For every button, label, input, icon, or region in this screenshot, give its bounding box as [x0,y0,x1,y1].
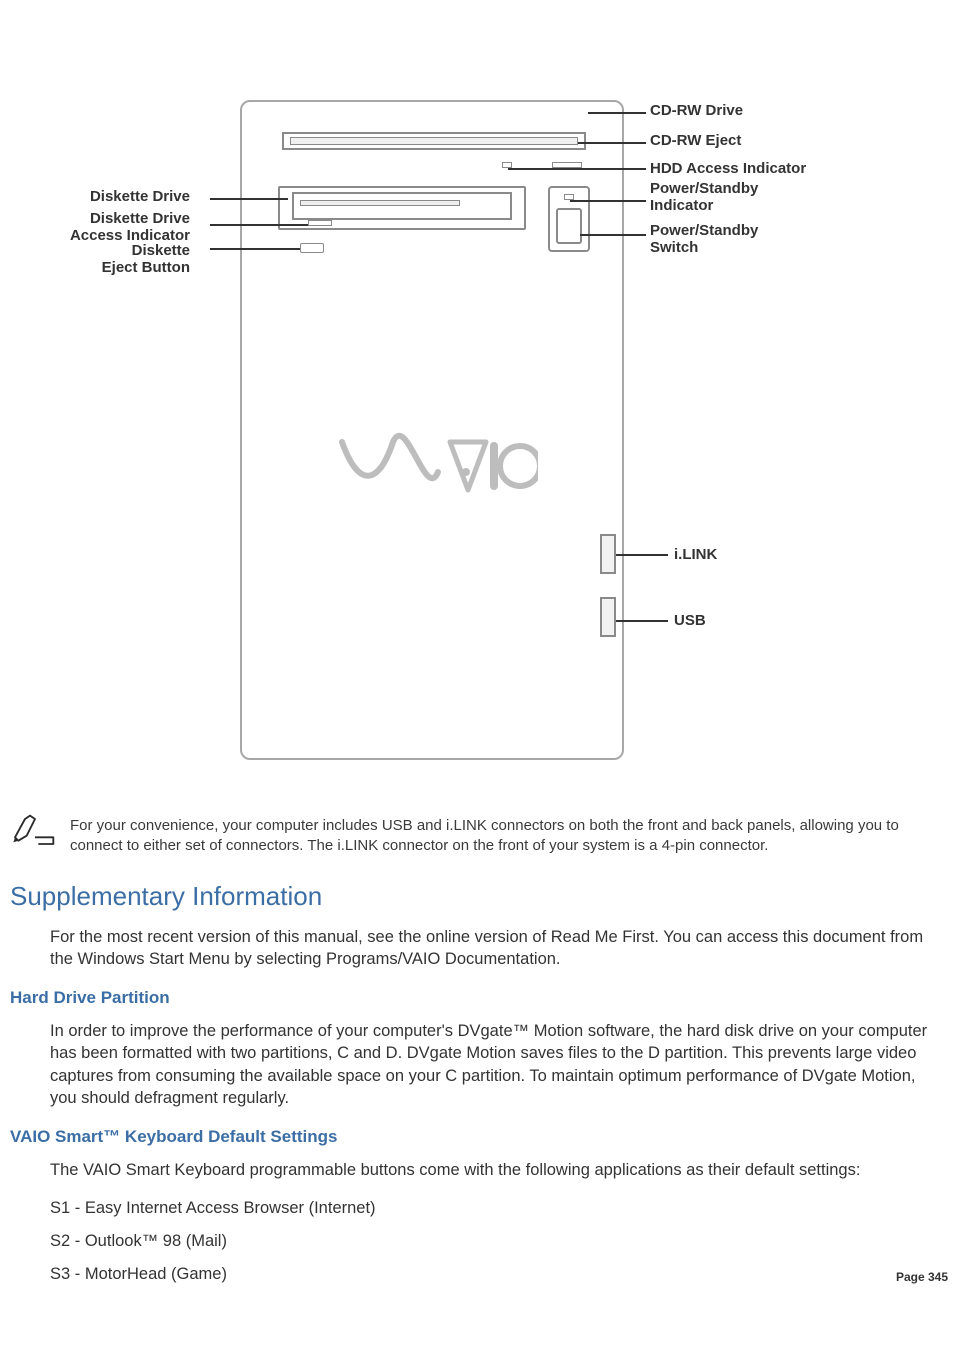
leader-line [210,248,300,250]
diagram-label: HDD Access Indicator [650,160,806,177]
leader-line [210,224,308,226]
hard-drive-paragraph: In order to improve the performance of y… [50,1020,936,1109]
supplementary-paragraph: For the most recent version of this manu… [50,926,936,971]
hand-writing-icon [10,812,60,846]
note-text: For your convenience, your computer incl… [70,816,944,857]
diagram-label: USB [674,612,706,629]
vaio-logo [338,432,538,502]
diagram-label: DisketteEject Button [102,242,190,277]
leader-line [570,200,646,202]
power-standby-switch [556,208,582,244]
usb-port [600,597,616,637]
sub-title-keyboard: VAIO Smart™ Keyboard Default Settings [10,1127,944,1147]
note-block: For your convenience, your computer incl… [10,810,944,857]
keyboard-intro: The VAIO Smart Keyboard programmable but… [50,1159,936,1181]
diagram-label: CD-RW Drive [650,102,743,119]
leader-line [588,112,646,114]
computer-body [240,100,624,760]
diagram-label: Power/StandbySwitch [650,222,758,257]
leader-line [578,142,646,144]
computer-front-diagram: Diskette Drive Diskette DriveAccess Indic… [10,20,944,780]
keyboard-s1: S1 - Easy Internet Access Browser (Inter… [50,1199,944,1218]
diagram-label: Diskette Drive [90,188,190,205]
diskette-eject-button [300,243,324,253]
keyboard-s2: S2 - Outlook™ 98 (Mail) [50,1232,944,1251]
page-number: Page 345 [896,1270,948,1284]
diskette-drive-slit [300,200,460,206]
sub-title-hard-drive: Hard Drive Partition [10,988,944,1008]
keyboard-s3: S3 - MotorHead (Game) [50,1265,944,1284]
section-title-supplementary: Supplementary Information [10,881,944,912]
diskette-drive-inner [292,192,512,220]
leader-line [508,168,646,170]
diagram-label: Diskette DriveAccess Indicator [70,210,190,245]
cdrw-drive-slit [290,137,578,145]
diagram-label: Power/StandbyIndicator [650,180,758,215]
diagram-label: i.LINK [674,546,717,563]
diagram-label: CD-RW Eject [650,132,741,149]
leader-line [616,554,668,556]
leader-line [580,234,646,236]
diskette-access-led [308,220,332,226]
leader-line [210,198,288,200]
leader-line [616,620,668,622]
ilink-port [600,534,616,574]
